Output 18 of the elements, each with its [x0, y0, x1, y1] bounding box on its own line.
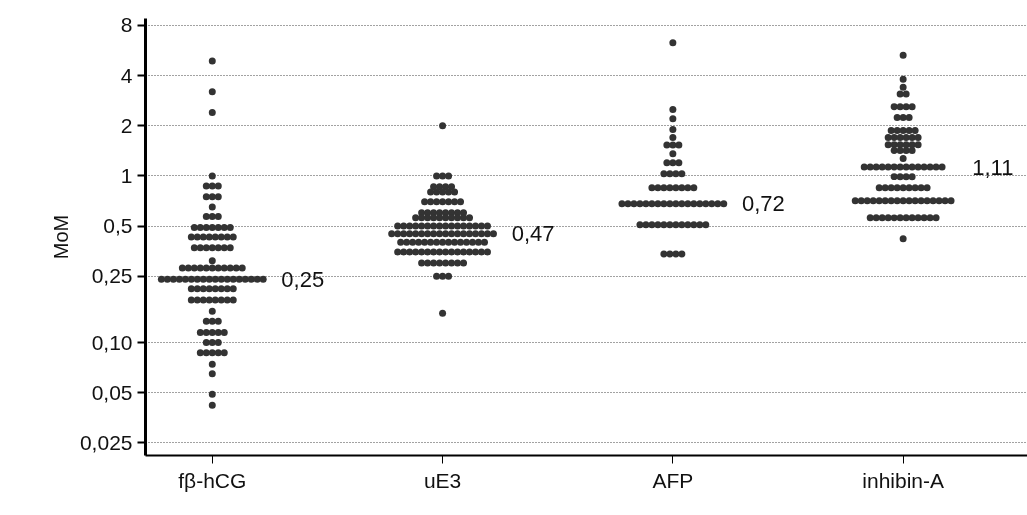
y-tick-label: 0,25	[91, 264, 133, 288]
x-tick-label: fβ-hCG	[178, 468, 247, 492]
annotation: 0,47	[511, 221, 555, 247]
annotation: 1,11	[972, 154, 1014, 180]
y-tick-label: 0,5	[103, 214, 133, 238]
y-tick-label: 0,025	[79, 430, 133, 454]
x-tick-label: uE3	[423, 468, 462, 492]
y-tick-label: 1	[120, 163, 133, 187]
annotation: 0,25	[281, 266, 325, 292]
y-tick-label: 4	[120, 63, 133, 87]
y-tick-label: 8	[120, 13, 133, 37]
annotation: 0,72	[741, 191, 785, 217]
x-tick-label: AFP	[652, 468, 694, 492]
y-axis-title: MoM	[49, 214, 72, 260]
y-tick-label: 0,05	[91, 380, 133, 404]
x-tick-label: inhibin-A	[862, 468, 945, 492]
y-tick-label: 2	[120, 113, 133, 137]
y-tick-label: 0,10	[91, 330, 133, 354]
